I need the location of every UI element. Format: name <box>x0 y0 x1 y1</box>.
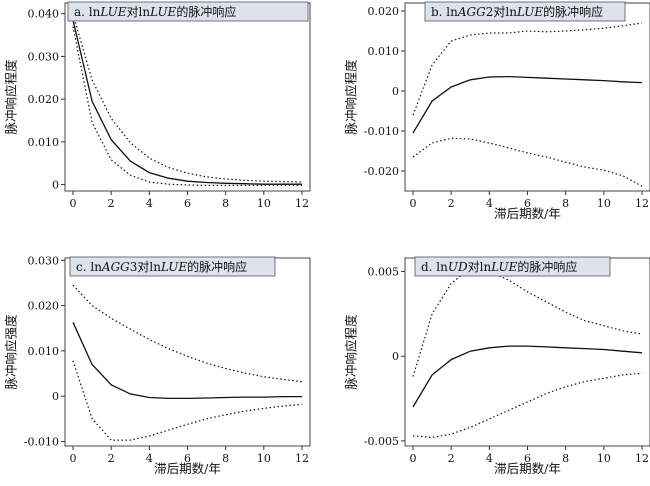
y-axis-title-d: 脉冲响应程度 <box>344 314 359 390</box>
y-tick-label-a-1: 0.010 <box>28 136 60 149</box>
panel-title-box-b <box>424 1 626 22</box>
x-tick-label-a-12: 12 <box>295 197 309 210</box>
y-tick-label-a-0: 0 <box>52 179 59 192</box>
y-tick-label-a-2: 0.020 <box>28 93 60 106</box>
plot-frame-c <box>64 257 311 447</box>
response-line-c <box>72 322 302 400</box>
panel-title-box-c <box>69 256 276 277</box>
x-tick-label-a-2: 2 <box>108 197 115 210</box>
y-tick-label-c-3: 0.020 <box>28 300 60 313</box>
lower-band-line-d <box>412 372 643 439</box>
x-tick-label-c-4: 4 <box>146 452 153 465</box>
panel-title-a: a. lnLUE对lnLUE的脉冲响应 <box>74 4 236 19</box>
upper-band-line-d <box>412 267 643 377</box>
x-tick-label-c-12: 12 <box>295 452 309 465</box>
x-tick-label-b-6: 6 <box>524 197 531 210</box>
x-tick-label-c-10: 10 <box>257 452 271 465</box>
x-tick-label-d-6: 6 <box>524 452 531 465</box>
panel-title-d: d. lnUD对lnLUE的脉冲响应 <box>421 259 577 274</box>
y-tick-label-d-2: 0.005 <box>368 266 400 279</box>
x-tick-label-a-4: 4 <box>146 197 153 210</box>
plot-frame-b <box>404 2 650 192</box>
response-line-a <box>72 19 302 185</box>
y-axis-title-b: 脉冲响应程度 <box>344 59 359 135</box>
y-tick-label-c-0: -0.010 <box>24 435 59 448</box>
lower-band-line-a <box>72 26 302 186</box>
x-tick-label-d-8: 8 <box>562 452 569 465</box>
x-tick-label-a-8: 8 <box>222 197 229 210</box>
panel-title-c: c. lnAGG3对lnLUE的脉冲响应 <box>76 259 247 274</box>
x-tick-label-c-8: 8 <box>222 452 229 465</box>
lower-band-line-b <box>412 137 643 187</box>
panel-title-b: b. lnAGG2对lnLUE的脉冲响应 <box>431 4 603 19</box>
x-tick-label-c-0: 0 <box>70 452 77 465</box>
x-tick-label-d-12: 12 <box>635 452 649 465</box>
x-tick-label-b-0: 0 <box>410 197 417 210</box>
y-tick-label-b-4: 0.020 <box>368 5 400 18</box>
y-tick-label-c-2: 0.010 <box>28 345 60 358</box>
x-tick-label-c-2: 2 <box>108 452 115 465</box>
x-tick-label-b-12: 12 <box>635 197 649 210</box>
x-tick-label-d-10: 10 <box>597 452 611 465</box>
panel-a: 0 2 4 6 8 10 12 0 0.010 0.020 0.030 0.040 脉冲响应程度 a. l… <box>4 1 311 210</box>
y-tick-label-b-3: 0.010 <box>368 45 400 58</box>
y-axis-title-c: 脉冲响应强度 <box>4 314 19 390</box>
x-axis-title-d: 滞后期数/年 <box>494 461 561 476</box>
x-tick-label-b-10: 10 <box>597 197 611 210</box>
upper-band-line-a <box>72 14 303 183</box>
plot-frame-a <box>64 2 311 192</box>
y-tick-label-b-1: -0.010 <box>364 125 399 138</box>
x-tick-label-b-2: 2 <box>448 197 455 210</box>
x-tick-label-d-0: 0 <box>410 452 417 465</box>
upper-band-line-b <box>412 22 643 116</box>
plot-frame-d <box>404 257 650 447</box>
x-tick-label-d-4: 4 <box>486 452 493 465</box>
panel-title-box-a <box>67 1 309 22</box>
x-tick-label-a-10: 10 <box>257 197 271 210</box>
response-line-b <box>412 75 643 134</box>
panel-title-box-d <box>414 256 611 277</box>
x-tick-label-a-0: 0 <box>70 197 77 210</box>
y-tick-label-b-2: 0 <box>392 85 399 98</box>
response-line-d <box>412 345 643 408</box>
lower-band-line-c <box>72 360 303 441</box>
y-tick-label-d-0: -0.005 <box>364 435 399 448</box>
y-tick-label-a-4: 0.040 <box>28 8 60 21</box>
y-tick-label-a-3: 0.030 <box>28 50 60 63</box>
panel-b: 0 2 4 6 8 10 12 -0.020 -0.010 0 0.010 0.020 脉冲响应程度滞后… <box>344 1 650 221</box>
y-tick-label-b-0: -0.020 <box>364 165 399 178</box>
x-tick-label-c-6: 6 <box>184 452 191 465</box>
x-tick-label-b-4: 4 <box>486 197 493 210</box>
panel-c: 0 2 4 6 8 10 12 -0.010 0 0.010 0.020 0.030 脉冲响应强度滞后期… <box>4 254 311 476</box>
y-tick-label-c-1: 0 <box>52 390 59 403</box>
x-axis-title-b: 滞后期数/年 <box>494 206 561 221</box>
x-tick-label-d-2: 2 <box>448 452 455 465</box>
upper-band-line-c <box>72 284 303 383</box>
y-tick-label-c-4: 0.030 <box>28 254 60 267</box>
y-tick-label-d-1: 0 <box>392 350 399 363</box>
x-tick-label-a-6: 6 <box>184 197 191 210</box>
y-axis-title-a: 脉冲响应程度 <box>4 59 19 135</box>
x-tick-label-b-8: 8 <box>562 197 569 210</box>
x-axis-title-c: 滞后期数/年 <box>154 461 221 476</box>
